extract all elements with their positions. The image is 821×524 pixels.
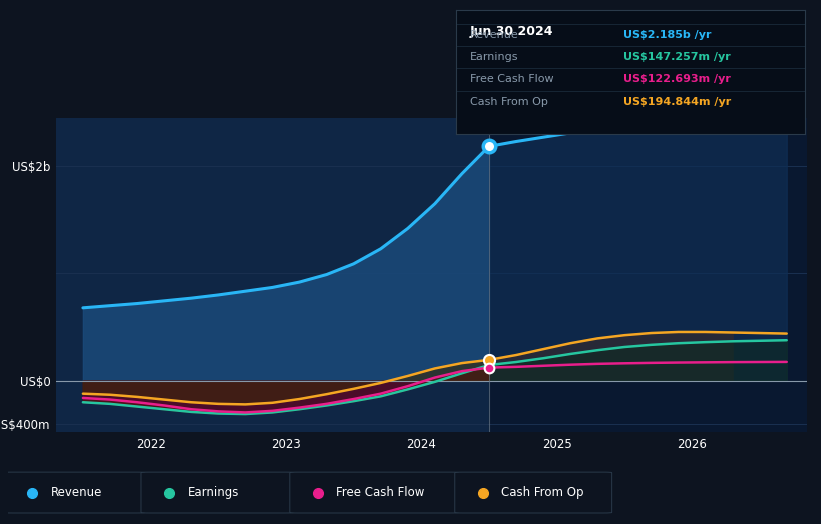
Text: Cash From Op: Cash From Op bbox=[502, 486, 584, 499]
Text: Free Cash Flow: Free Cash Flow bbox=[470, 74, 553, 84]
Text: US$122.693m /yr: US$122.693m /yr bbox=[623, 74, 731, 84]
Text: Jun 30 2024: Jun 30 2024 bbox=[470, 25, 553, 38]
Text: Revenue: Revenue bbox=[51, 486, 103, 499]
Text: Earnings: Earnings bbox=[188, 486, 239, 499]
Text: Cash From Op: Cash From Op bbox=[470, 96, 548, 106]
Text: US$2.185b /yr: US$2.185b /yr bbox=[623, 30, 712, 40]
Text: Analysts Forecasts: Analysts Forecasts bbox=[497, 122, 607, 135]
Text: Past: Past bbox=[459, 122, 484, 135]
FancyBboxPatch shape bbox=[455, 472, 612, 513]
FancyBboxPatch shape bbox=[141, 472, 294, 513]
Bar bbox=[489, 118, 807, 432]
Text: US$194.844m /yr: US$194.844m /yr bbox=[623, 96, 732, 106]
Text: Revenue: Revenue bbox=[470, 30, 518, 40]
FancyBboxPatch shape bbox=[4, 472, 145, 513]
FancyBboxPatch shape bbox=[290, 472, 459, 513]
Bar bbox=[56, 118, 489, 432]
Text: US$147.257m /yr: US$147.257m /yr bbox=[623, 52, 731, 62]
Text: Earnings: Earnings bbox=[470, 52, 518, 62]
Text: Free Cash Flow: Free Cash Flow bbox=[337, 486, 424, 499]
